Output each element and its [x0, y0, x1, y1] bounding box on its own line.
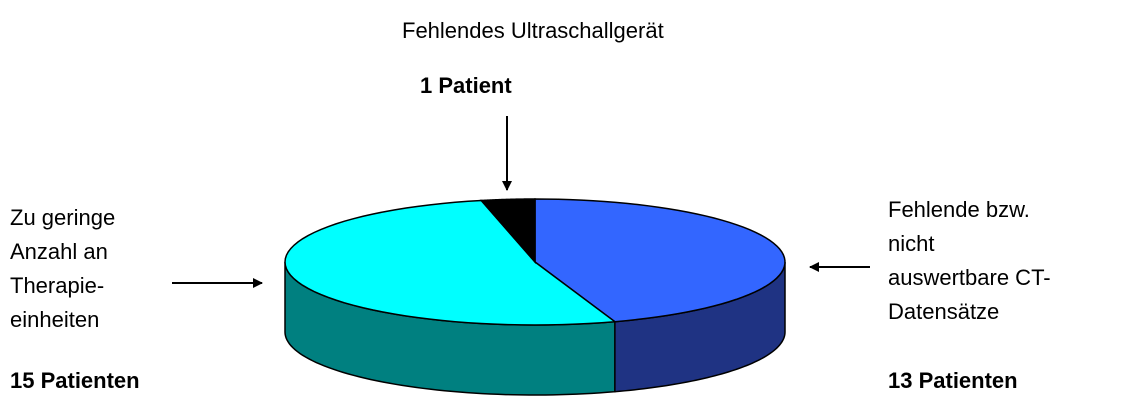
slice-label: Zu geringe Anzahl an Therapie- einheiten	[10, 205, 116, 332]
value-label: 1 Patient	[420, 73, 512, 98]
slice	[284, 199, 617, 326]
slice-label: Fehlende bzw. nicht auswertbare CT- Date…	[888, 197, 1051, 324]
slice-label: Fehlendes Ultraschallgerät	[402, 18, 664, 43]
slice	[479, 198, 536, 264]
slices	[284, 198, 786, 396]
value-label: 13 Patienten	[888, 368, 1018, 393]
slice	[534, 198, 786, 323]
value-label: 15 Patienten	[10, 368, 140, 393]
